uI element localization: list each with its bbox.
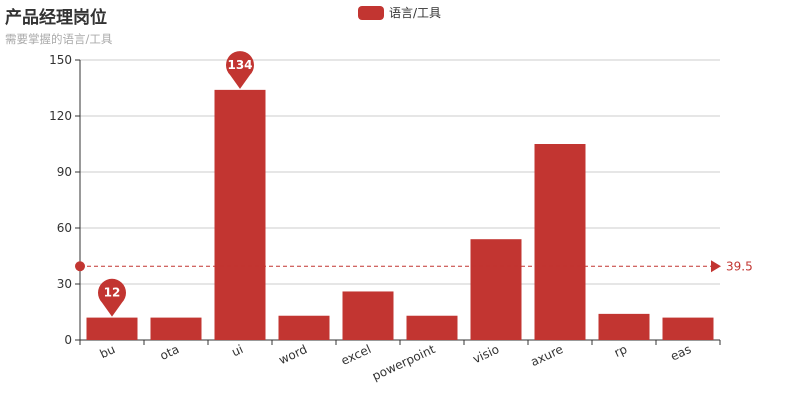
x-tick-label: ota — [158, 342, 182, 363]
bar[interactable] — [86, 317, 138, 340]
mark-line-label: 39.5 — [726, 259, 753, 273]
bar[interactable] — [470, 239, 522, 340]
x-tick-label: visio — [471, 342, 502, 366]
x-tick-label: eas — [668, 342, 693, 364]
legend-swatch — [358, 5, 384, 20]
y-tick-label: 30 — [57, 277, 72, 291]
y-tick-label: 0 — [64, 333, 72, 347]
y-tick-label: 60 — [57, 221, 72, 235]
x-tick-label: bu — [98, 342, 118, 361]
chart-subtitle: 需要掌握的语言/工具 — [5, 32, 113, 46]
mark-line-start — [75, 261, 85, 272]
x-tick-label: ui — [229, 342, 245, 359]
y-tick-label: 150 — [49, 53, 72, 67]
chart-title: 产品经理岗位 — [5, 8, 107, 28]
y-tick-label: 90 — [57, 165, 72, 179]
bar[interactable] — [150, 317, 202, 340]
mark-point-label: 12 — [104, 286, 121, 300]
x-tick-label: word — [277, 342, 310, 367]
bar[interactable] — [278, 315, 330, 340]
x-tick-label: powerpoint — [370, 342, 438, 383]
mark-point-pin — [226, 51, 255, 89]
bar[interactable] — [342, 291, 394, 340]
legend-label: 语言/工具 — [389, 6, 442, 20]
bar[interactable] — [534, 144, 586, 340]
mark-point-pin — [98, 278, 126, 317]
bar[interactable] — [662, 317, 714, 340]
legend-item[interactable]: 语言/工具 — [358, 4, 441, 21]
bar[interactable] — [598, 313, 650, 340]
x-tick-label: excel — [339, 342, 373, 368]
y-tick-label: 120 — [49, 109, 72, 123]
x-tick-label: axure — [528, 342, 565, 369]
bar[interactable] — [214, 89, 266, 340]
bar[interactable] — [406, 315, 458, 340]
x-tick-label: rp — [612, 342, 629, 360]
mark-line-arrow — [711, 260, 721, 273]
mark-point-label: 134 — [227, 58, 252, 72]
